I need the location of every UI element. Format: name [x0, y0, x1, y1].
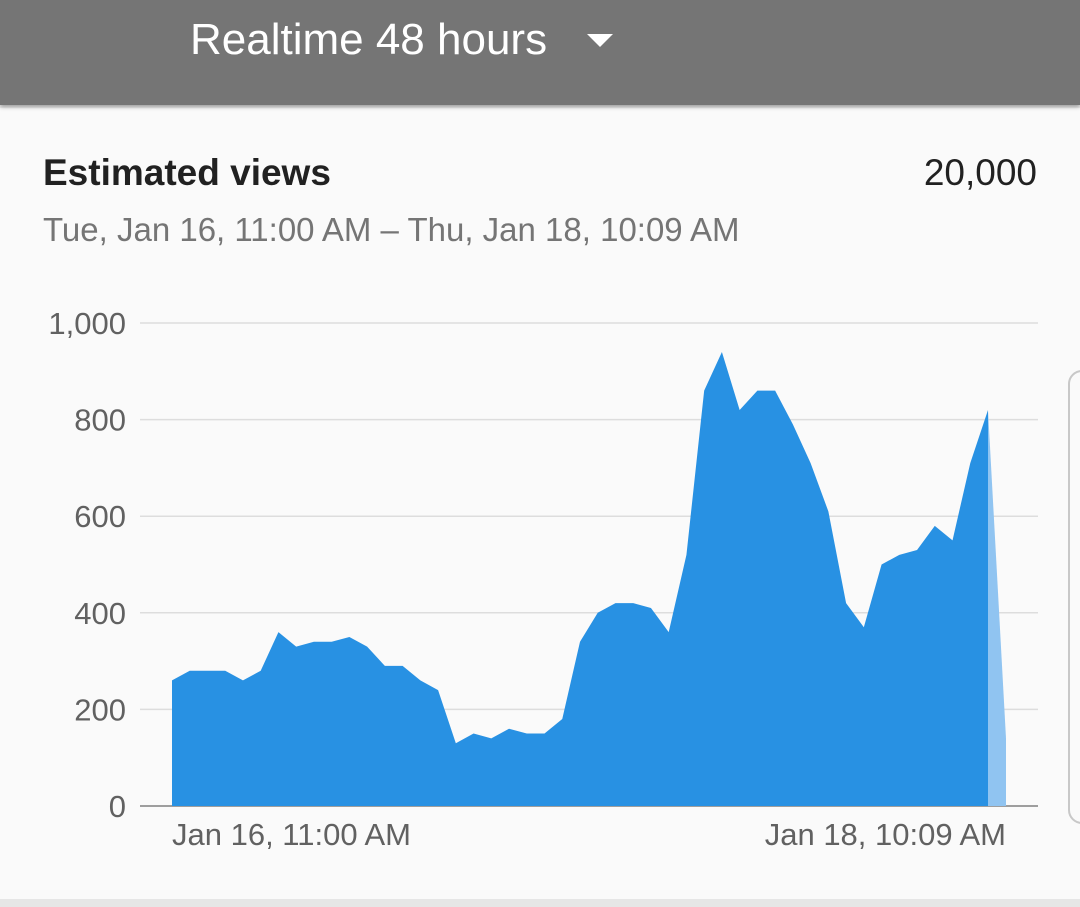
total-views: 20,000 [923, 152, 1037, 193]
date-range: Tue, Jan 16, 11:00 AM – Thu, Jan 18, 10:… [43, 211, 740, 248]
y-tick-label: 1,000 [48, 306, 126, 341]
dropdown-caret-icon [587, 33, 614, 47]
app-header: Realtime 48 hours [0, 0, 1080, 105]
x-end-label: Jan 18, 10:09 AM [765, 817, 1006, 852]
x-start-label: Jan 16, 11:00 AM [172, 817, 411, 852]
card-title: Estimated views [43, 152, 331, 193]
views-card: Estimated views 20,000 Tue, Jan 16, 11:0… [0, 108, 1080, 899]
current-hour-area [988, 409, 1006, 806]
period-label: Realtime 48 hours [190, 15, 548, 64]
views-area-series [172, 351, 988, 806]
views-chart: 0 200 400 600 800 1,000 Jan 16, 11:00 AM Jan 18… [48, 306, 1038, 852]
y-tick-label: 800 [74, 403, 126, 438]
bottom-divider [0, 899, 1080, 907]
y-tick-label: 400 [74, 596, 126, 631]
y-tick-label: 200 [74, 692, 126, 727]
period-dropdown[interactable]: Realtime 48 hours [190, 10, 614, 70]
y-tick-label: 0 [109, 789, 126, 824]
y-tick-label: 600 [74, 499, 126, 534]
scroll-handle[interactable] [1068, 370, 1080, 824]
